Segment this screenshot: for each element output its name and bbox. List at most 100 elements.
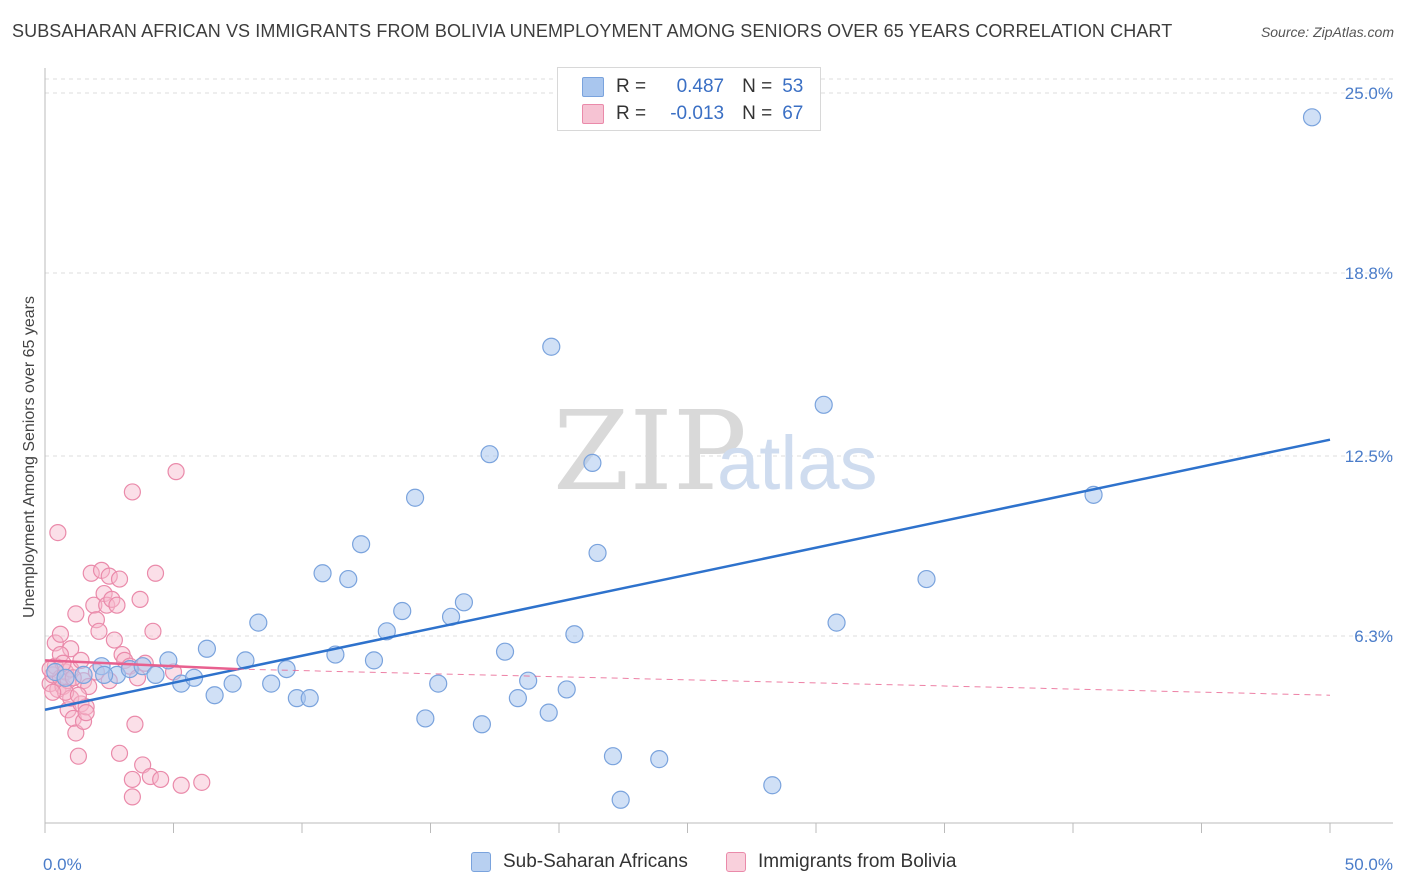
bolivia-point (51, 625, 70, 643)
bolivia-point (49, 523, 67, 542)
chart-title: SUBSAHARAN AFRICAN VS IMMIGRANTS FROM BO… (12, 21, 1173, 41)
bolivia-point (144, 622, 162, 640)
subsaharan-point (495, 642, 515, 661)
subsaharan-point (95, 665, 114, 684)
bolivia-point (72, 651, 90, 669)
subsaharan-point (393, 601, 412, 621)
subsaharan-point (277, 659, 296, 679)
bolivia-point (141, 767, 159, 786)
bolivia-point (123, 483, 141, 501)
bolivia-point (193, 773, 211, 791)
subsaharan-point (313, 564, 332, 583)
legend-item-bolivia[interactable]: Immigrants from Bolivia (726, 851, 957, 873)
legend-n-value-pink: 67 (782, 103, 804, 124)
bolivia-trend-line (44, 659, 238, 671)
subsaharan-point (611, 790, 630, 809)
subsaharan-point (262, 674, 281, 693)
legend-r-value-blue: 0.487 (676, 76, 725, 97)
subsaharan-point (557, 680, 576, 699)
subsaharan-point (377, 622, 396, 641)
legend-n-value-blue: 53 (782, 76, 804, 97)
subsaharan-point (917, 569, 936, 589)
bolivia-point (62, 640, 80, 658)
subsaharan-point (74, 665, 93, 684)
bolivia-point (90, 622, 108, 640)
bolivia-point (126, 715, 144, 733)
legend-n-label: N = (742, 76, 773, 97)
legend-swatch-blue (582, 77, 604, 97)
legend-swatch-pink (582, 104, 604, 124)
subsaharan-point (56, 668, 75, 687)
source-label: Source: ZipAtlas.com (1260, 24, 1394, 40)
subsaharan-point (405, 488, 425, 507)
bolivia-point (105, 631, 123, 649)
bolivia-point (100, 567, 118, 585)
legend-swatch-pink (726, 852, 746, 872)
subsaharan-point (583, 453, 602, 473)
subsaharan-point (542, 337, 561, 356)
bolivia-point (67, 605, 85, 623)
legend-label-bolivia: Immigrants from Bolivia (758, 851, 957, 872)
bolivia-point (108, 596, 126, 614)
y-tick-label: 12.5% (1345, 447, 1393, 466)
y-axis-label: Unemployment Among Seniors over 65 years (21, 296, 38, 618)
subsaharan-point (650, 750, 669, 769)
subsaharan-point (480, 445, 499, 464)
subsaharan-point (300, 689, 319, 708)
watermark-atlas: atlas (717, 421, 878, 506)
series-legend: Sub-Saharan Africans Immigrants from Bol… (0, 851, 1406, 879)
legend-item-subsaharan[interactable]: Sub-Saharan Africans (471, 851, 688, 873)
legend-row-subsaharan: R = 0.487 N = 53 (582, 74, 803, 100)
bolivia-point (77, 704, 95, 722)
legend-label-subsaharan: Sub-Saharan Africans (503, 851, 688, 872)
subsaharan-point (429, 674, 448, 693)
bolivia-point (110, 744, 129, 762)
bolivia-point (85, 596, 103, 614)
bolivia-point (69, 747, 88, 765)
x-tick-label: 0.0% (43, 855, 82, 874)
subsaharan-point (197, 639, 217, 658)
legend-swatch-blue (471, 852, 491, 872)
legend-r-label: R = (616, 76, 647, 97)
subsaharan-point (588, 543, 607, 563)
subsaharan-point (146, 665, 165, 684)
subsaharan-point (472, 715, 491, 734)
subsaharan-point (454, 593, 474, 612)
bolivia-trend-extension (237, 668, 1331, 696)
legend-r-label: R = (616, 103, 647, 124)
bolivia-point (82, 564, 100, 582)
watermark-zip: ZIP (553, 387, 747, 515)
legend-n-label: N = (742, 103, 773, 124)
subsaharan-point (565, 625, 584, 644)
subsaharan-points (46, 108, 1322, 809)
legend-r-value-pink: -0.013 (670, 103, 725, 124)
bolivia-point (172, 776, 190, 794)
bolivia-point (123, 788, 141, 806)
correlation-legend: R = 0.487 N = 53 R = -0.013 N = 67 (557, 67, 821, 131)
tick-labels: 6.3% 12.5% 18.8% 25.0% 0.0% 50.0% (43, 84, 1393, 874)
bolivia-points (41, 463, 211, 806)
subsaharan-point (827, 613, 846, 632)
subsaharan-point (339, 569, 358, 589)
bolivia-point (123, 770, 141, 789)
subsaharan-point (763, 776, 782, 795)
axes (44, 68, 1393, 833)
subsaharan-point (603, 747, 623, 766)
grid-lines (45, 78, 1393, 637)
subsaharan-point (249, 613, 268, 632)
subsaharan-point (205, 686, 224, 705)
subsaharan-point (352, 535, 371, 554)
subsaharan-point (519, 671, 538, 690)
y-tick-label: 25.0% (1345, 84, 1393, 103)
bolivia-point (152, 770, 170, 789)
subsaharan-point (539, 703, 558, 722)
y-tick-label: 18.8% (1345, 264, 1393, 283)
bolivia-point (131, 590, 149, 608)
y-tick-label: 6.3% (1354, 627, 1393, 646)
subsaharan-point (416, 709, 435, 728)
trend-lines (44, 438, 1331, 711)
x-tick-label: 50.0% (1345, 855, 1393, 874)
bolivia-point (110, 570, 129, 588)
bolivia-point (167, 463, 185, 481)
